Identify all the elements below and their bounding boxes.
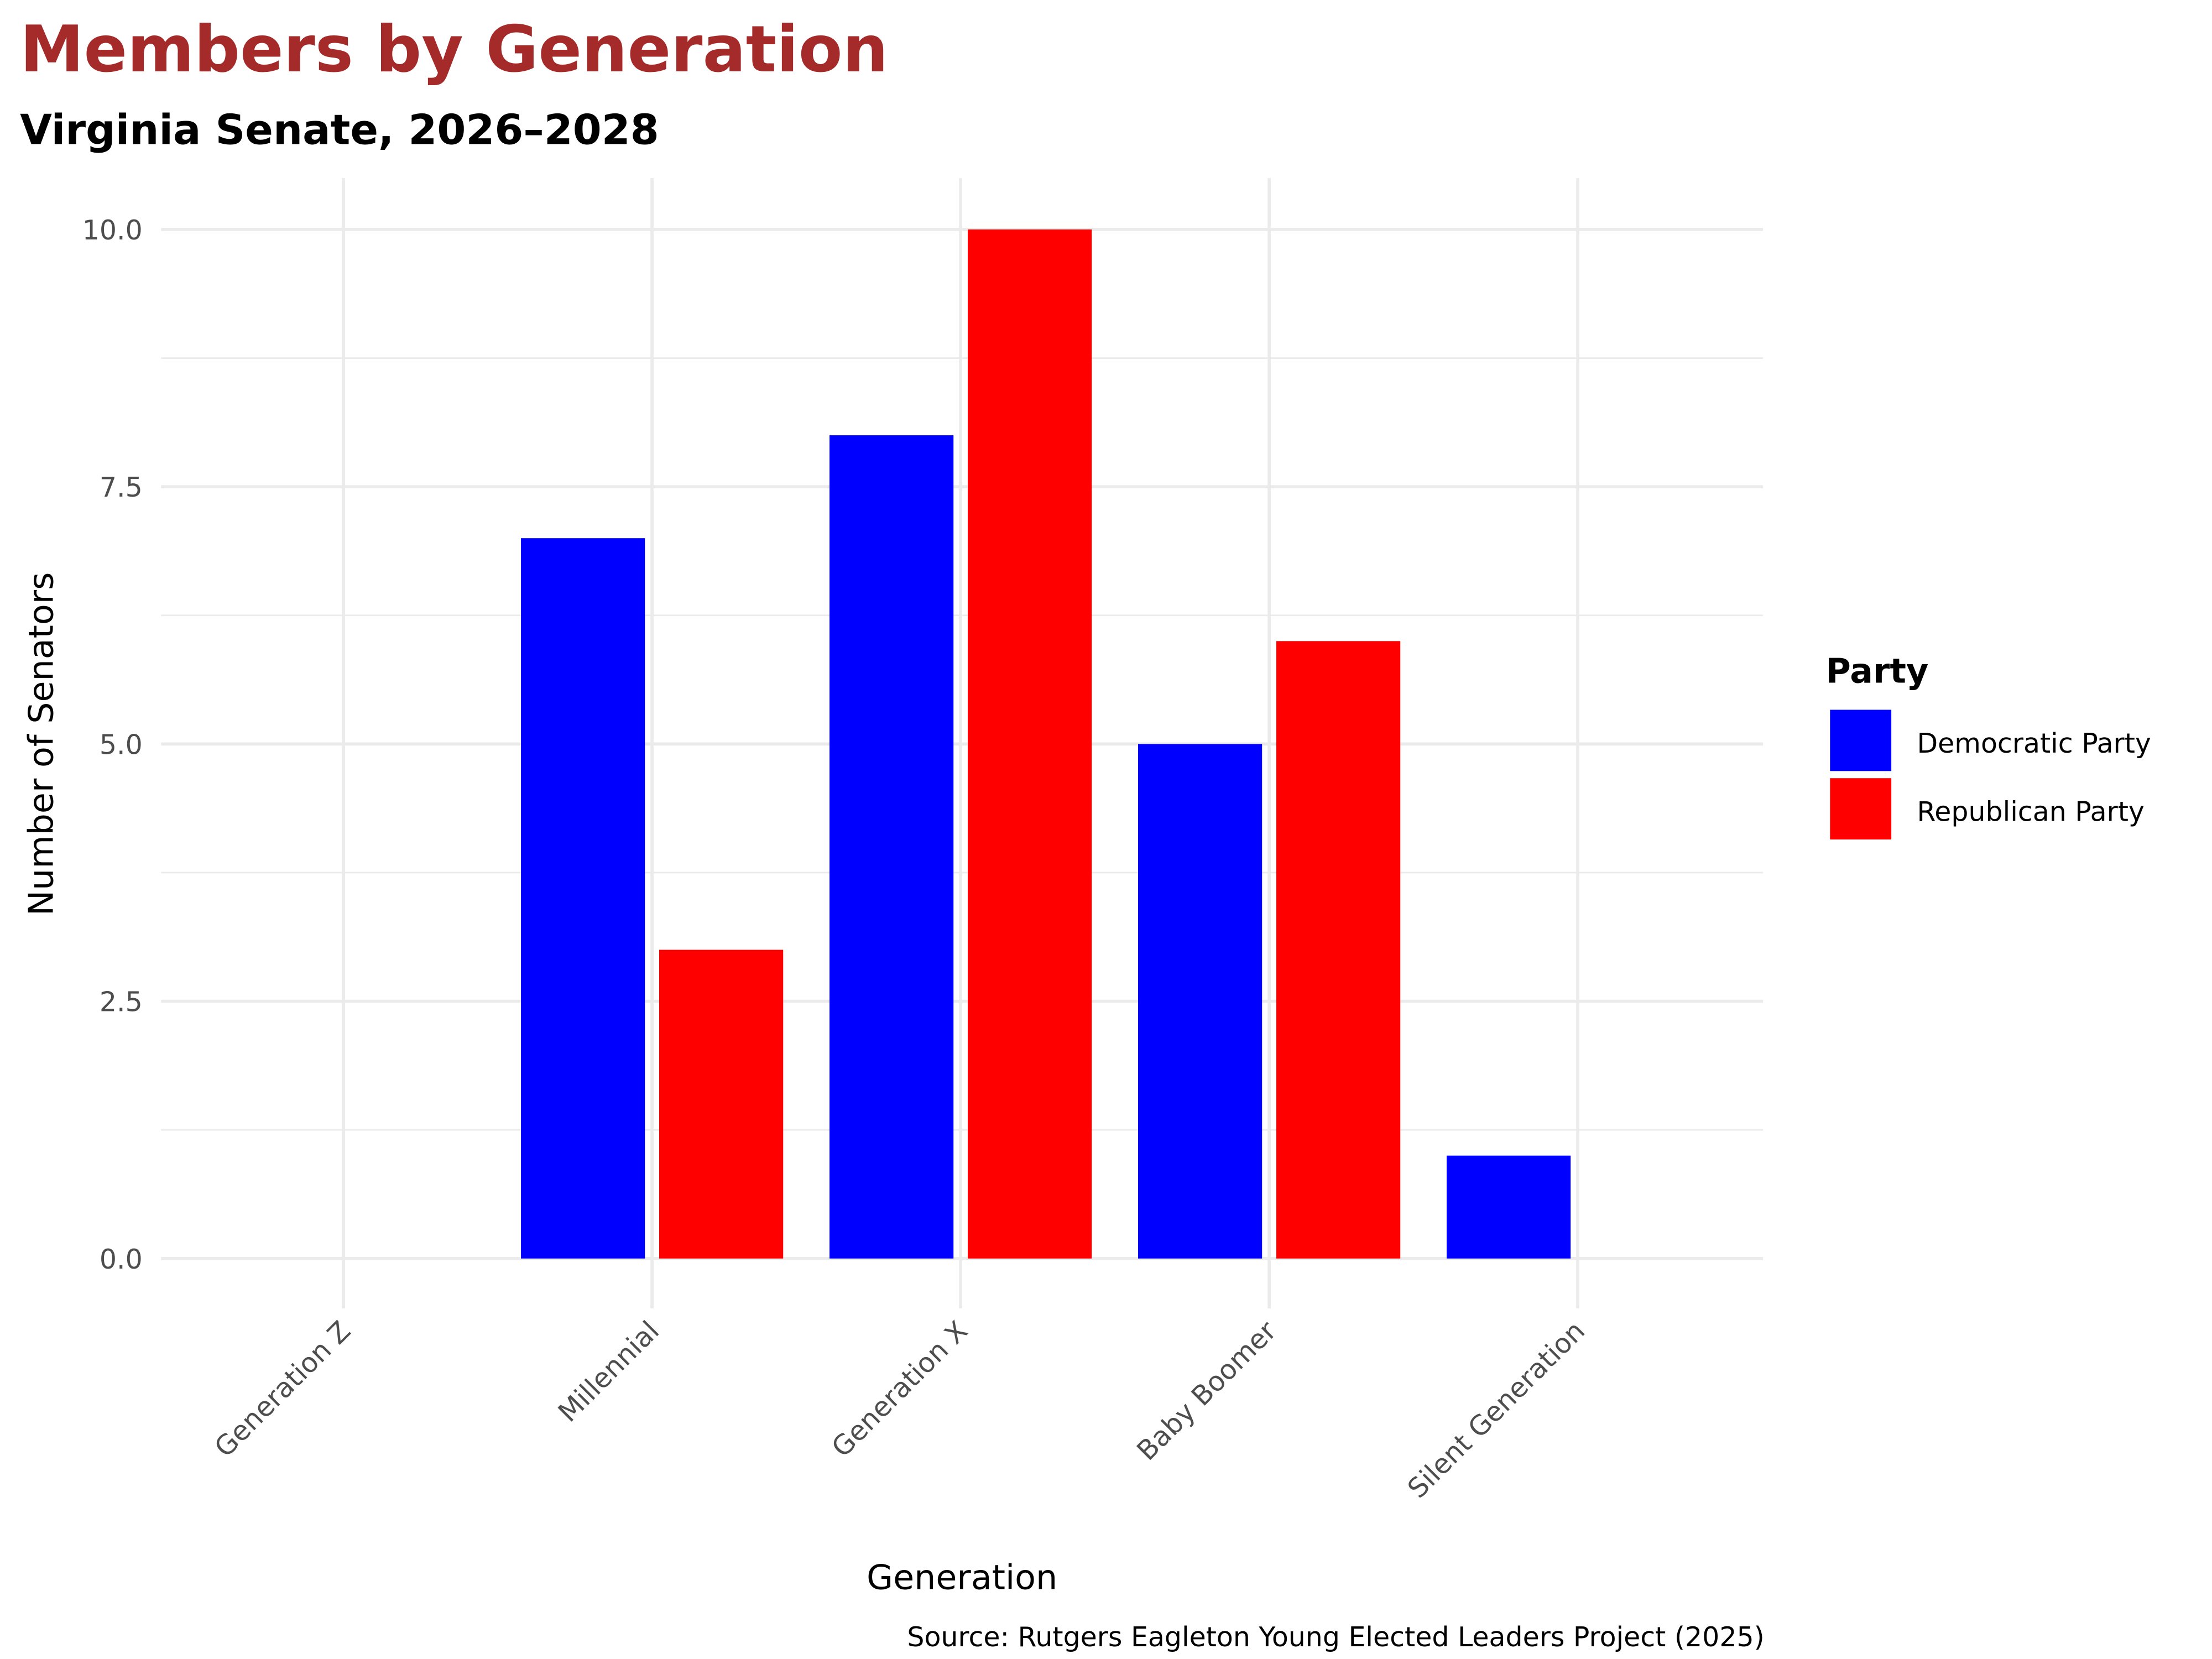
legend-key-democratic (1830, 709, 1892, 771)
caption: Source: Rutgers Eagleton Young Elected L… (907, 1621, 1764, 1653)
y-tick-label: 7.5 (100, 472, 143, 503)
bar-democratic-party-baby-boomer (1138, 744, 1262, 1259)
y-tick-label: 0.0 (100, 1244, 143, 1275)
x-axis-ticks: Generation Z Millennial Generation X Baby B… (208, 1314, 1591, 1504)
y-tick-label: 2.5 (100, 987, 143, 1018)
x-tick-label: Generation X (826, 1315, 974, 1463)
y-tick-label: 10.0 (82, 215, 143, 246)
y-axis-ticks: 0.0 2.5 5.0 7.5 10.0 (82, 215, 143, 1275)
bars (521, 229, 1571, 1259)
x-tick-label: Baby Boomer (1131, 1314, 1283, 1467)
y-tick-label: 5.0 (100, 729, 143, 760)
legend: Party Democratic Party Republican Party (1826, 651, 2151, 840)
legend-label-republican: Republican Party (1917, 796, 2144, 828)
x-axis-label: Generation (867, 1558, 1057, 1598)
legend-title: Party (1826, 651, 1929, 691)
grid (161, 178, 1764, 1308)
chart-subtitle: Virginia Senate, 2026–2028 (20, 106, 659, 154)
legend-key-republican (1830, 778, 1892, 840)
bar-republican-party-baby-boomer (1276, 641, 1401, 1259)
bar-democratic-party-generation-x (830, 435, 954, 1259)
x-tick-label: Millennial (552, 1315, 665, 1428)
bar-democratic-party-silent-generation (1446, 1155, 1571, 1259)
bar-republican-party-millennial (659, 950, 784, 1259)
chart-title: Members by Generation (20, 12, 888, 87)
x-tick-label: Silent Generation (1402, 1315, 1591, 1504)
bar-republican-party-generation-x (968, 229, 1092, 1259)
bar-democratic-party-millennial (521, 538, 645, 1259)
y-axis-label: Number of Senators (21, 572, 61, 916)
legend-label-democratic: Democratic Party (1917, 728, 2151, 759)
x-tick-label: Generation Z (208, 1315, 357, 1463)
